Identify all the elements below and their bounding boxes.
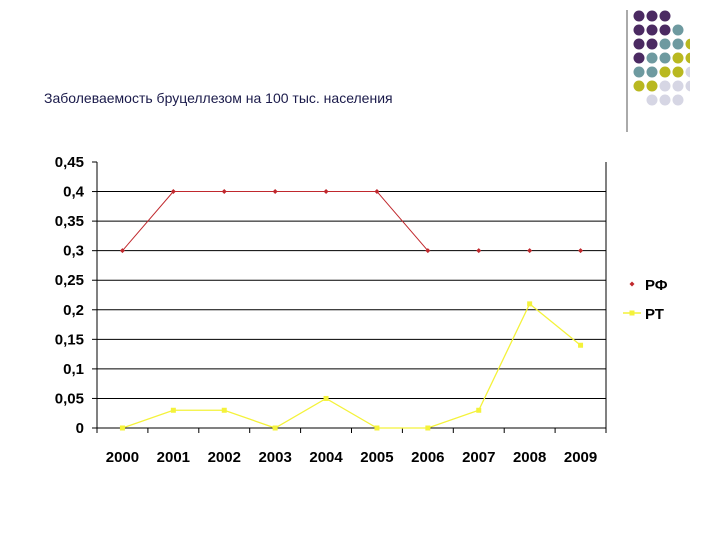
decor-dot bbox=[659, 52, 671, 64]
data-point bbox=[374, 425, 380, 431]
y-tick-label: 0,15 bbox=[55, 331, 84, 348]
data-point bbox=[527, 248, 533, 254]
decor-dot bbox=[685, 52, 690, 64]
legend: РФ РТ bbox=[623, 277, 668, 323]
y-tick-label: 0,05 bbox=[55, 390, 84, 407]
decor-dot bbox=[672, 66, 684, 78]
legend-marker bbox=[629, 281, 635, 287]
decorative-dot-grid bbox=[626, 10, 690, 132]
decor-dot bbox=[672, 24, 684, 36]
axes bbox=[92, 161, 607, 433]
y-tick-labels: 0,45 0,4 0,35 0,3 0,25 0,2 0,15 0,1 0,05 0 bbox=[55, 154, 85, 437]
y-tick-label: 0 bbox=[76, 420, 84, 437]
decor-dot bbox=[672, 94, 684, 106]
data-point bbox=[578, 248, 584, 254]
data-point bbox=[272, 189, 278, 195]
data-point bbox=[221, 407, 227, 413]
decor-dot bbox=[659, 66, 671, 78]
data-point bbox=[425, 248, 431, 254]
decor-dot bbox=[633, 38, 645, 50]
x-tick-labels: 2000 2001 2002 2003 2004 2005 2006 2007 2008 2009 bbox=[106, 449, 597, 466]
y-tick-label: 0,35 bbox=[55, 213, 84, 230]
x-tick-label: 2001 bbox=[157, 449, 190, 466]
data-point bbox=[323, 189, 329, 195]
x-tick-label: 2008 bbox=[513, 449, 546, 466]
decor-dot bbox=[685, 66, 690, 78]
decor-dot bbox=[685, 38, 690, 50]
y-tick-label: 0,45 bbox=[55, 154, 84, 171]
decor-dot bbox=[672, 52, 684, 64]
y-tick-label: 0,2 bbox=[63, 302, 84, 319]
data-point bbox=[170, 189, 176, 195]
decor-dot bbox=[659, 38, 671, 50]
y-tick-label: 0,25 bbox=[55, 272, 84, 289]
decor-dot bbox=[672, 38, 684, 50]
data-point bbox=[272, 425, 278, 431]
decor-dot bbox=[646, 66, 658, 78]
decor-dot bbox=[659, 94, 671, 106]
data-point bbox=[221, 189, 227, 195]
data-point bbox=[476, 407, 482, 413]
y-tick-label: 0,4 bbox=[63, 184, 85, 201]
x-tick-label: 2005 bbox=[360, 449, 393, 466]
x-tick-label: 2003 bbox=[258, 449, 291, 466]
data-point bbox=[323, 395, 329, 401]
x-tick-label: 2000 bbox=[106, 449, 139, 466]
data-point bbox=[119, 425, 125, 431]
data-point bbox=[119, 248, 125, 254]
decor-dot bbox=[633, 66, 645, 78]
x-tick-label: 2009 bbox=[564, 449, 597, 466]
decor-dot bbox=[646, 24, 658, 36]
gridlines bbox=[97, 191, 606, 399]
decor-dot bbox=[646, 80, 658, 92]
decor-dot bbox=[646, 10, 658, 22]
series-lines bbox=[119, 189, 584, 431]
data-point bbox=[578, 342, 584, 348]
legend-marker bbox=[629, 310, 635, 316]
decor-dot bbox=[646, 38, 658, 50]
y-tick-label: 0,3 bbox=[63, 243, 84, 260]
decor-dot bbox=[659, 24, 671, 36]
legend-label: РФ bbox=[645, 277, 668, 294]
decor-dot bbox=[633, 80, 645, 92]
data-point bbox=[374, 189, 380, 195]
data-point bbox=[527, 301, 533, 307]
decor-dot bbox=[659, 10, 671, 22]
legend-label: РТ bbox=[645, 306, 664, 323]
x-tick-label: 2007 bbox=[462, 449, 495, 466]
decor-dot bbox=[672, 80, 684, 92]
x-tick-label: 2002 bbox=[208, 449, 241, 466]
data-point bbox=[170, 407, 176, 413]
x-tick-label: 2006 bbox=[411, 449, 444, 466]
page-title: Заболеваемость бруцеллезом на 100 тыс. н… bbox=[44, 90, 393, 106]
decor-dot bbox=[659, 80, 671, 92]
decor-dot bbox=[633, 52, 645, 64]
decor-dot bbox=[633, 24, 645, 36]
series-line-2 bbox=[122, 302, 581, 429]
decor-dot bbox=[633, 10, 645, 22]
x-tick-label: 2004 bbox=[309, 449, 343, 466]
decor-dot bbox=[685, 80, 690, 92]
data-point bbox=[476, 248, 482, 254]
y-tick-label: 0,1 bbox=[63, 361, 84, 378]
decor-dot bbox=[646, 94, 658, 106]
decor-dot bbox=[646, 52, 658, 64]
data-point bbox=[425, 425, 431, 431]
